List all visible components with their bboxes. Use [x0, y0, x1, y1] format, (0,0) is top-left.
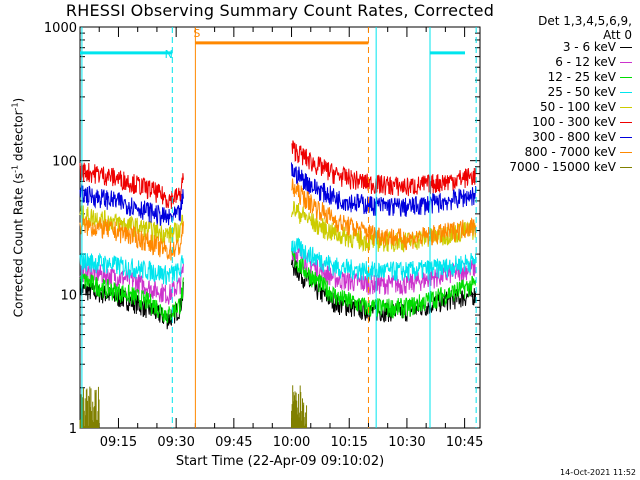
legend-entry-label: 12 - 25 keV — [547, 70, 616, 84]
x-tick-label: 10:45 — [446, 435, 483, 450]
legend-title: Det 1,3,4,5,6,9, Att 0 — [538, 14, 632, 42]
series-line-5-1 — [291, 140, 477, 197]
legend-title-line-1: Det 1,3,4,5,6,9, — [538, 14, 632, 28]
legend-entry: 6 - 12 keV — [555, 55, 632, 69]
legend-entry-label: 25 - 50 keV — [547, 85, 616, 99]
series-line-6-0 — [79, 184, 184, 226]
series-line-2-0 — [79, 272, 184, 324]
legend-swatch — [620, 76, 632, 78]
legend-entry: 800 - 7000 keV — [525, 145, 632, 159]
legend-swatch — [620, 91, 632, 93]
series-line-5-0 — [79, 162, 184, 210]
series-line-7-1 — [291, 178, 477, 251]
x-tick-label: 10:15 — [330, 435, 367, 450]
legend-entry: 12 - 25 keV — [548, 70, 632, 84]
legend-swatch — [620, 46, 632, 48]
legend-entry-label: 300 - 800 keV — [532, 130, 616, 144]
series-line-3-1 — [291, 237, 477, 282]
y-tick-label: 100 — [52, 155, 77, 170]
x-tick-label: 09:30 — [157, 435, 194, 450]
legend-entry-label: 800 - 7000 keV — [524, 145, 616, 159]
y-tick-label: 1000 — [44, 21, 77, 36]
y-tick-label: 10 — [60, 288, 77, 303]
chart-title: RHESSI Observing Summary Count Rates, Co… — [65, 1, 495, 20]
legend-entry-label: 100 - 300 keV — [532, 115, 616, 129]
saa-flag-label: S — [193, 27, 200, 40]
plot-frame — [79, 26, 481, 429]
legend-entry: 3 - 6 keV — [563, 40, 632, 54]
legend-swatch — [620, 151, 632, 153]
legend-entry: 50 - 100 keV — [540, 100, 632, 114]
x-tick-label: 09:45 — [215, 435, 252, 450]
legend-swatch — [620, 166, 632, 168]
legend-entry: 7000 - 15000 keV — [509, 160, 632, 174]
legend-entry: 300 - 800 keV — [532, 130, 632, 144]
legend-entry-label: 3 - 6 keV — [562, 40, 616, 54]
legend-entry: 25 - 50 keV — [548, 85, 632, 99]
legend-swatch — [620, 61, 632, 63]
x-tick-label: 10:00 — [273, 435, 310, 450]
series-line-6-1 — [291, 162, 477, 218]
x-tick-label: 10:30 — [388, 435, 425, 450]
legend-entry-label: 6 - 12 keV — [555, 55, 616, 69]
legend-entry: 100 - 300 keV — [532, 115, 632, 129]
series-line-2-1 — [291, 248, 477, 319]
series-line-4-0 — [79, 205, 184, 245]
legend-swatch — [620, 106, 632, 108]
legend-entry-label: 7000 - 15000 keV — [509, 160, 616, 174]
series-line-7-0 — [79, 216, 184, 261]
x-tick-label: 09:15 — [100, 435, 137, 450]
night-flag-label: N — [165, 48, 173, 61]
y-tick-label: 1 — [69, 422, 77, 437]
series-line-4-1 — [291, 200, 477, 253]
legend-title-line-2: Att 0 — [603, 28, 632, 42]
legend-swatch — [620, 121, 632, 123]
legend-swatch — [620, 136, 632, 138]
legend-entry-label: 50 - 100 keV — [539, 100, 616, 114]
x-axis-label: Start Time (22-Apr-09 09:10:02) — [175, 454, 385, 469]
series-line-3-0 — [79, 252, 184, 286]
timestamp: 14-Oct-2021 11:52 — [560, 468, 636, 477]
series-line-1-0 — [79, 262, 184, 305]
